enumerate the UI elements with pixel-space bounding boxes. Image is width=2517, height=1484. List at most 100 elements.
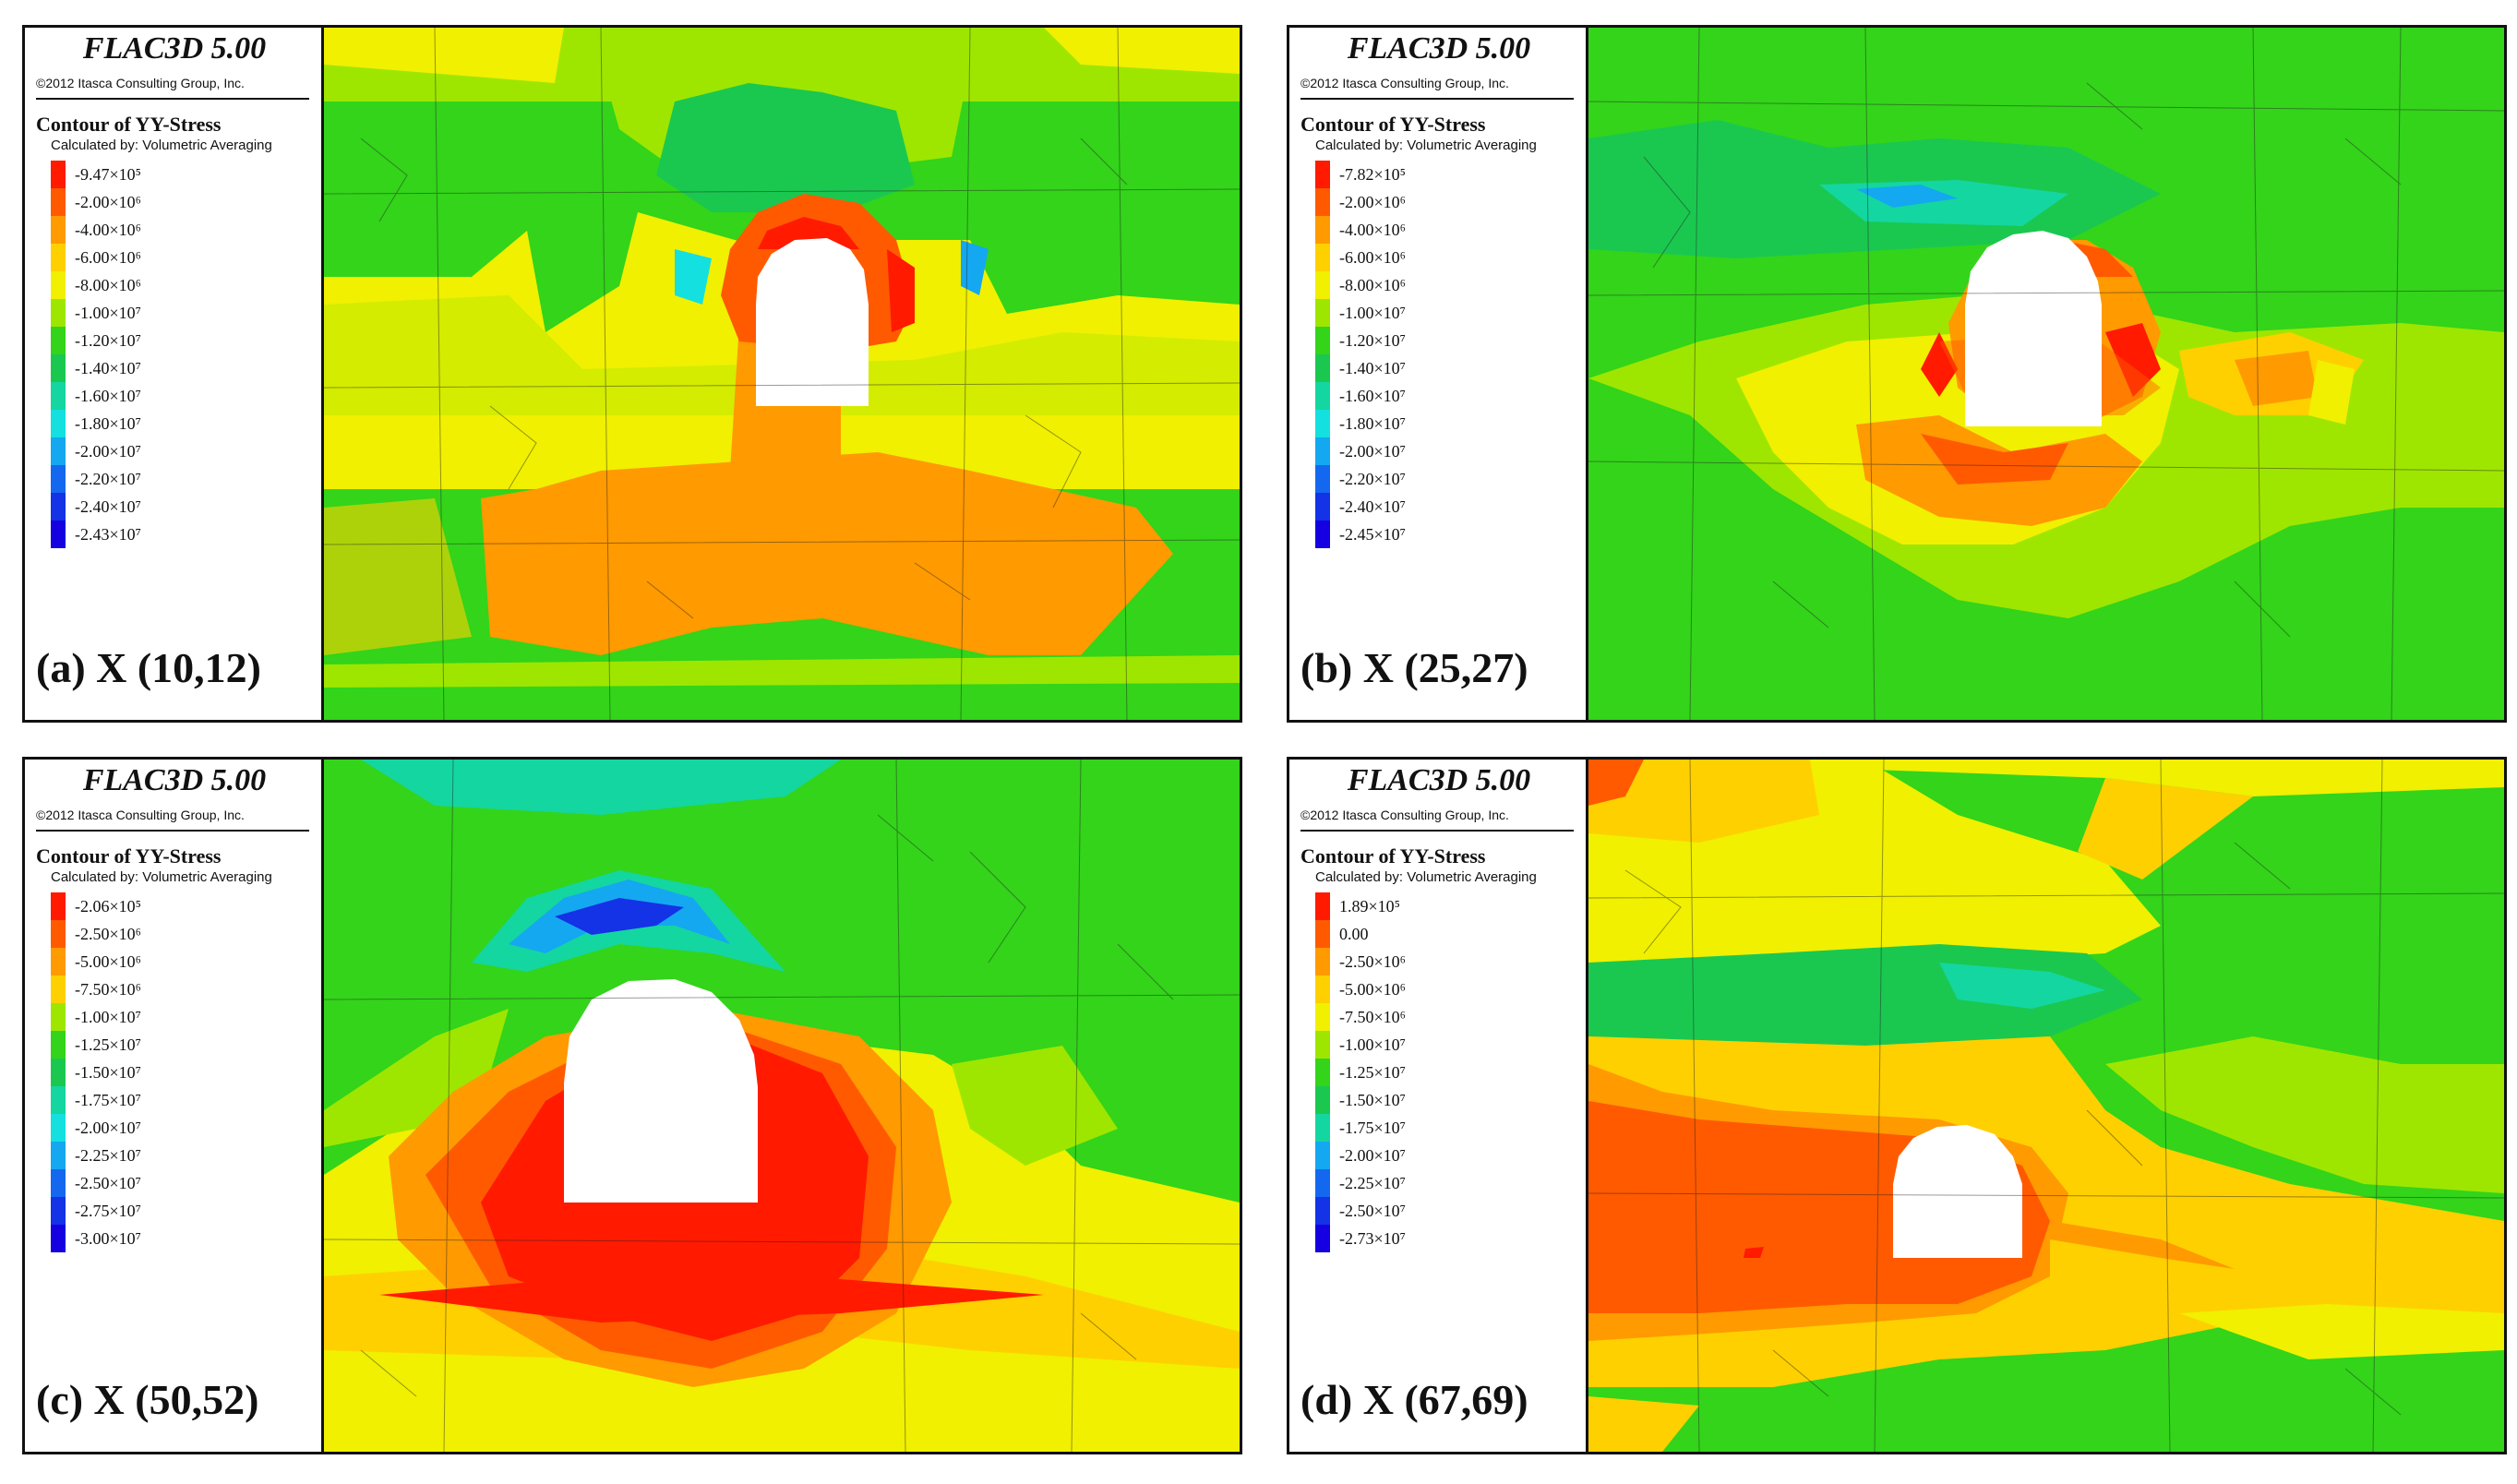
legend-swatch: [1315, 299, 1330, 327]
legend-label: -9.47×10⁵: [75, 165, 141, 184]
legend-label: -2.20×10⁷: [1339, 470, 1406, 488]
legend-swatch: [1315, 521, 1330, 548]
legend-label: -2.50×10⁶: [75, 925, 141, 943]
legend-label: -1.20×10⁷: [1339, 331, 1406, 350]
legend-label: -1.50×10⁷: [75, 1063, 141, 1082]
legend-label: -1.00×10⁷: [75, 1008, 141, 1026]
stress-contour-map: [1588, 28, 2504, 720]
legend-swatch: [51, 521, 66, 548]
legend-swatch: [51, 299, 66, 327]
divider: [36, 830, 309, 832]
stress-contour-map: [1588, 760, 2504, 1452]
legend-label: 1.89×10⁵: [1339, 897, 1400, 916]
legend-swatch: [1315, 920, 1330, 948]
legend-label: -3.00×10⁷: [75, 1229, 141, 1248]
software-title: FLAC3D 5.00: [82, 31, 267, 66]
legend-swatch: [51, 161, 66, 188]
legend-swatch: [1315, 410, 1330, 437]
legend-swatch: [51, 975, 66, 1003]
legend-label: -1.25×10⁷: [1339, 1063, 1406, 1082]
panel-d: FLAC3D 5.00 ©2012 Itasca Consulting Grou…: [1287, 757, 2507, 1454]
legend-label: -2.00×10⁶: [1339, 193, 1406, 211]
legend-swatch: [51, 410, 66, 437]
legend-label: -2.40×10⁷: [1339, 497, 1406, 516]
legend-label: -2.45×10⁷: [1339, 525, 1406, 544]
legend-label: -7.82×10⁵: [1339, 165, 1406, 184]
legend-swatch: [51, 354, 66, 382]
legend-swatch: [1315, 382, 1330, 410]
legend-box: FLAC3D 5.00 ©2012 Itasca Consulting Grou…: [25, 28, 324, 720]
legend-swatch: [51, 244, 66, 271]
legend-swatch: [51, 1003, 66, 1031]
legend-label: -2.50×10⁷: [75, 1174, 141, 1192]
legend-label: -1.80×10⁷: [1339, 414, 1406, 433]
legend-label: -1.60×10⁷: [75, 387, 141, 405]
legend-box: FLAC3D 5.00 ©2012 Itasca Consulting Grou…: [25, 760, 324, 1452]
calculation-method: Calculated by: Volumetric Averaging: [1315, 869, 1537, 885]
legend-label: -2.40×10⁷: [75, 497, 141, 516]
legend-label: -2.20×10⁷: [75, 470, 141, 488]
legend-swatch: [1315, 437, 1330, 465]
legend-swatch: [51, 1114, 66, 1142]
panel-caption: (c) X (50,52): [36, 1376, 259, 1423]
legend-swatch: [1315, 1114, 1330, 1142]
legend-swatch: [51, 271, 66, 299]
software-title: FLAC3D 5.00: [1347, 763, 1531, 797]
stress-contour-map: [324, 760, 1240, 1452]
legend-label: -7.50×10⁶: [75, 980, 141, 999]
legend-label: -2.50×10⁷: [1339, 1202, 1406, 1220]
copyright-text: ©2012 Itasca Consulting Group, Inc.: [36, 808, 245, 822]
divider: [1300, 830, 1574, 832]
legend-label: -1.00×10⁷: [75, 304, 141, 322]
legend-swatch: [1315, 1197, 1330, 1225]
software-title: FLAC3D 5.00: [82, 763, 267, 797]
legend-label: -5.00×10⁶: [1339, 980, 1406, 999]
legend-label: -4.00×10⁶: [75, 221, 141, 239]
legend-label: -1.75×10⁷: [75, 1091, 141, 1109]
legend-swatch: [51, 948, 66, 975]
legend-swatch: [1315, 161, 1330, 188]
legend-label: -2.43×10⁷: [75, 525, 141, 544]
legend-swatch: [1315, 354, 1330, 382]
software-title: FLAC3D 5.00: [1347, 31, 1531, 66]
contour-title: Contour of YY-Stress: [36, 844, 222, 868]
legend-swatch: [1315, 188, 1330, 216]
calculation-method: Calculated by: Volumetric Averaging: [1315, 138, 1537, 153]
legend-label: -4.00×10⁶: [1339, 221, 1406, 239]
copyright-text: ©2012 Itasca Consulting Group, Inc.: [1300, 76, 1509, 90]
legend-label: -7.50×10⁶: [1339, 1008, 1406, 1026]
legend-swatch: [51, 437, 66, 465]
legend-label: -2.75×10⁷: [75, 1202, 141, 1220]
legend-swatch: [1315, 1059, 1330, 1086]
legend-swatch: [1315, 1031, 1330, 1059]
legend-swatch: [51, 1142, 66, 1169]
contour-plot: [1588, 28, 2504, 720]
legend-label: -1.40×10⁷: [1339, 359, 1406, 377]
legend-label: -8.00×10⁶: [75, 276, 141, 294]
legend-swatch: [1315, 975, 1330, 1003]
legend-label: -2.00×10⁷: [75, 442, 141, 461]
legend-label: -1.20×10⁷: [75, 331, 141, 350]
legend-swatch: [51, 327, 66, 354]
legend-swatch: [51, 188, 66, 216]
legend-swatch: [51, 493, 66, 521]
calculation-method: Calculated by: Volumetric Averaging: [51, 138, 272, 153]
legend-swatch: [1315, 1142, 1330, 1169]
legend-label: -1.60×10⁷: [1339, 387, 1406, 405]
legend-swatch: [51, 892, 66, 920]
legend-swatch: [51, 1169, 66, 1197]
stress-contour-map: [324, 28, 1240, 720]
legend-label: -2.25×10⁷: [1339, 1174, 1406, 1192]
legend-swatch: [1315, 1225, 1330, 1252]
legend-swatch: [1315, 493, 1330, 521]
legend-swatch: [1315, 1169, 1330, 1197]
legend-swatch: [1315, 327, 1330, 354]
legend-label: -2.00×10⁷: [75, 1119, 141, 1137]
legend-label: -6.00×10⁶: [1339, 248, 1406, 267]
copyright-text: ©2012 Itasca Consulting Group, Inc.: [36, 76, 245, 90]
legend-swatch: [51, 1225, 66, 1252]
legend-label: -1.25×10⁷: [75, 1035, 141, 1054]
legend-swatch: [51, 465, 66, 493]
legend-label: -1.80×10⁷: [75, 414, 141, 433]
legend-swatch: [1315, 1086, 1330, 1114]
